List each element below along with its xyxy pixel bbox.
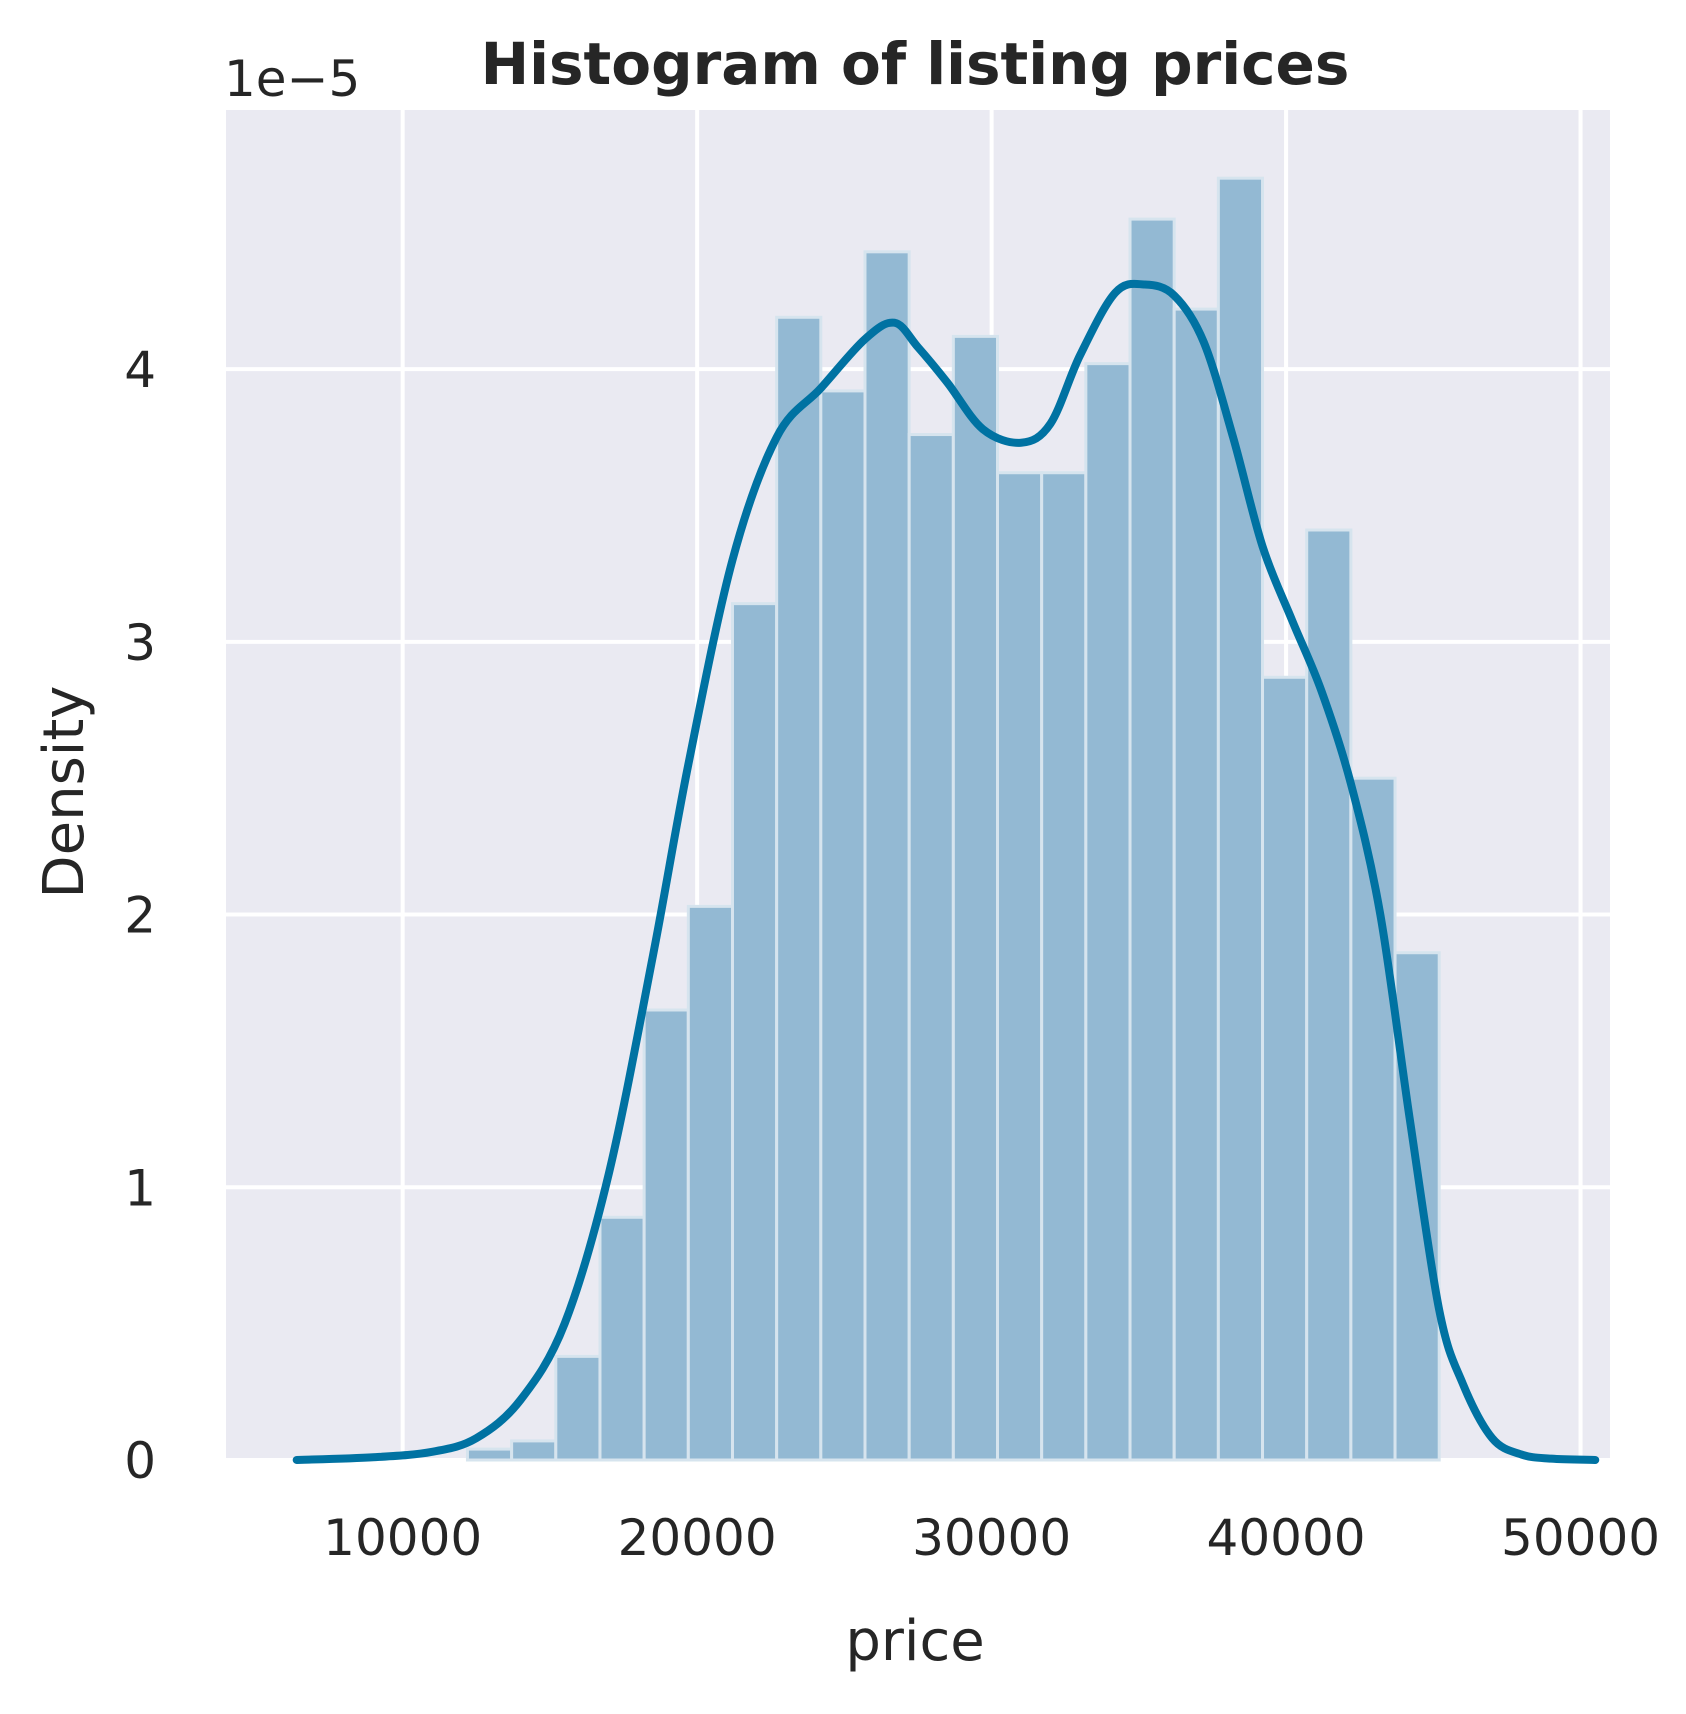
histogram-bar [465,1447,514,1462]
x-tick-label: 40000 [1207,1509,1366,1567]
histogram-bar [819,389,867,1462]
x-tick-label: 50000 [1501,1509,1660,1567]
histogram-bar [1172,307,1220,1462]
histogram-bar [1216,176,1265,1462]
histogram-bar [907,433,955,1462]
histogram-bar [554,1354,602,1462]
y-offset-label: 1e−5 [224,50,360,108]
y-axis-label: Density [32,686,97,899]
histogram-bar [1084,362,1132,1462]
histogram-bar [775,315,823,1462]
histogram-bar [598,1215,646,1462]
histogram-bars [465,176,1441,1462]
histogram-bar [1040,471,1088,1462]
histogram-bar [1261,675,1309,1462]
y-tick-label: 3 [124,614,156,672]
y-tick-label: 2 [124,887,156,945]
histogram-bar [686,904,734,1462]
x-tick-label: 20000 [618,1509,777,1567]
histogram-bar [1393,951,1441,1462]
histogram-bar [863,250,911,1462]
chart-title: Histogram of listing prices [481,30,1350,98]
x-tick-labels: 10000 20000 30000 40000 50000 [323,1509,1660,1567]
histogram-bar [510,1439,558,1462]
histogram-bar [996,471,1044,1462]
x-tick-label: 10000 [323,1509,482,1567]
histogram-bar [730,602,779,1462]
kde-curve [292,279,1600,1464]
x-tick-label: 30000 [912,1509,1071,1567]
histogram-bar [1128,217,1176,1462]
histogram-bar [951,334,1000,1462]
x-axis-label: price [845,1609,984,1674]
y-tick-label: 0 [124,1432,156,1490]
y-tick-label: 4 [124,341,156,399]
y-tick-labels: 0 1 2 3 4 [124,341,156,1490]
y-tick-label: 1 [124,1159,156,1217]
histogram-bar [642,1008,690,1462]
